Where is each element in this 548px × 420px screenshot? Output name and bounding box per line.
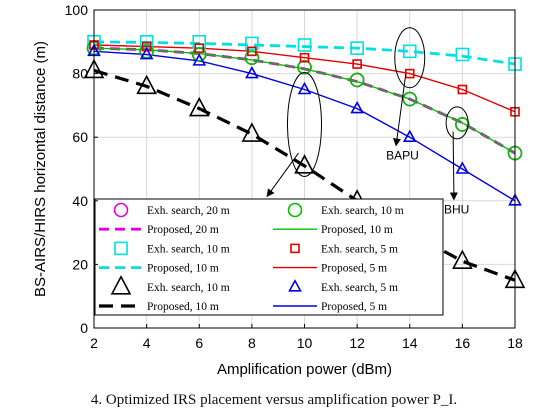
x-tick-label: 18 [507,335,523,351]
series-6-point [402,91,418,107]
legend-marker [288,279,302,292]
legend-label: Proposed, 10 m [147,301,219,313]
annotation-arrow [266,152,299,198]
legend-entry: Exh. search, 10 m [114,241,230,256]
legend-label: Exh. search, 10 m [321,205,404,217]
annotation-arrow [449,131,458,201]
series-8-point [352,59,362,69]
series-line-7 [93,47,516,154]
legend-entry: Exh. search, 5 m [288,279,398,294]
x-tick-label: 6 [195,335,203,351]
series-2-point [350,41,364,55]
annotation-ellipse [394,27,426,89]
legend-label: Exh. search, 20 m [147,205,230,217]
series-10-point [192,53,207,66]
series-2-point [455,47,470,62]
legend-entry: Proposed, 10 m [273,224,393,236]
series-6-point [455,117,470,132]
series-4-point [188,96,210,117]
legend-label: Proposed, 5 m [321,301,387,313]
series-10-point [350,100,364,114]
series-line-11 [93,50,516,202]
legend-entry: Exh. search, 20 m [113,202,230,218]
series-4-point [294,154,315,174]
legend-label: Proposed, 5 m [321,263,387,275]
y-tick-label: 80 [72,66,88,82]
x-tick-label: 4 [143,335,151,351]
series-6-point [191,47,207,62]
y-tick-label: 60 [72,129,88,145]
series-6-point [349,72,365,88]
x-tick-label: 14 [402,335,418,351]
series-10-point [139,46,154,60]
legend-label: Exh. search, 10 m [147,243,230,255]
legend-label: Proposed, 20 m [147,224,219,236]
legend-marker [287,202,303,218]
series-line-3 [93,40,516,66]
series-2-point [245,36,259,51]
legend-label: Exh. search, 5 m [321,243,398,255]
series-4-point [136,74,157,95]
legend-label: Proposed, 10 m [147,263,219,275]
figure-caption: 4. Optimized IRS placement versus amplif… [90,392,458,408]
legend-entry: Proposed, 20 m [99,224,219,236]
legend-marker [110,275,132,295]
annotation-ellipse [445,106,469,140]
series-6-point [297,59,312,75]
series-line-9 [93,44,516,113]
x-tick-label: 10 [297,335,313,351]
series-8-point [247,46,257,57]
x-tick-label: 16 [455,335,471,351]
x-tick-label: 2 [90,335,98,351]
series-8-point [457,84,468,95]
series-10-point [455,161,470,174]
legend-entry: Exh. search, 10 m [287,202,404,218]
series-8-point [194,43,205,53]
legend-entry: Proposed, 10 m [99,263,219,275]
y-tick-label: 100 [65,2,89,18]
annotation-ellipse [287,71,322,177]
legend-marker [113,202,129,218]
series-4-point [241,122,263,142]
annotation-label: BAPU [386,148,419,162]
series-8-point [141,41,152,52]
series-line-5 [93,68,516,282]
legend-entry: Exh. search, 10 m [110,275,230,295]
legend-entry: Proposed, 10 m [99,301,219,313]
series-4-point [452,249,473,270]
legend-entry: Proposed, 5 m [273,263,387,275]
y-tick-label: 20 [72,256,88,272]
series-8-point [404,68,415,79]
y-tick-label: 40 [72,193,88,209]
legend-entry: Exh. search, 5 m [290,243,398,255]
legend-entry: Proposed, 5 m [273,301,387,313]
legend-marker [290,243,300,254]
legend-marker [114,241,128,256]
series-10-point [402,129,417,142]
y-tick-label: 0 [80,320,88,336]
series-6-point [244,50,260,66]
x-axis-label: Amplification power (dBm) [217,361,392,378]
series-2-point [297,38,312,52]
annotation-label: BHU [444,203,469,217]
y-axis-label: BS-AIRS/HIRS horizontal distance (m) [32,41,49,297]
series-2-point [402,44,417,59]
series-10-point [245,65,259,79]
legend-label: Proposed, 10 m [321,224,393,236]
legend-label: Exh. search, 5 m [321,282,398,294]
annotation-arrow [393,74,407,147]
series-8-point [299,52,310,63]
series-10-point [297,81,312,95]
x-tick-label: 8 [248,335,256,351]
legend-label: Exh. search, 10 m [147,282,230,294]
legend [94,198,444,316]
x-tick-label: 12 [349,335,365,351]
